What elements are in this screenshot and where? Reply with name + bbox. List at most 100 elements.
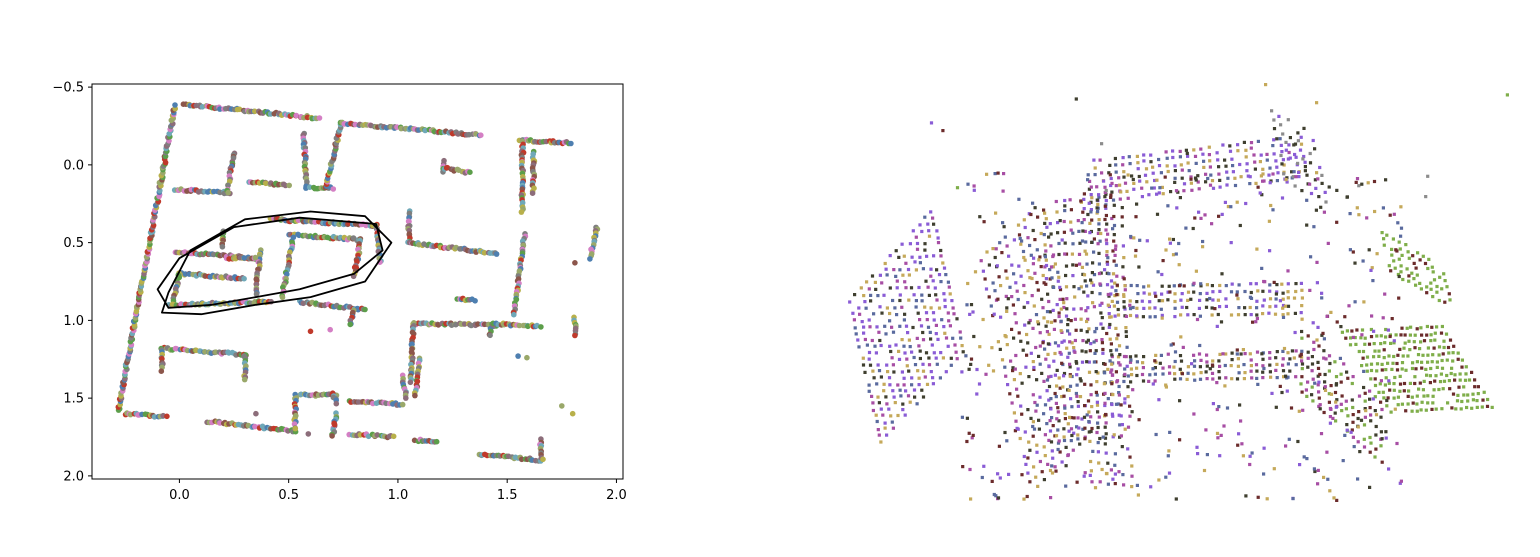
cloud-point <box>1096 425 1100 430</box>
cloud-point <box>1256 185 1260 189</box>
cloud-point <box>1270 391 1274 395</box>
cloud-point <box>1343 315 1347 319</box>
cloud-point <box>1438 380 1443 384</box>
cloud-point <box>1049 320 1054 324</box>
cloud-point <box>1328 415 1332 419</box>
cloud-point <box>1309 255 1313 259</box>
cloud-point <box>1380 368 1384 372</box>
cloud-point <box>1100 142 1104 146</box>
cloud-point <box>1274 292 1278 296</box>
cloud-point <box>1274 405 1278 409</box>
cloud-point <box>1390 367 1394 371</box>
cloud-point <box>1059 307 1063 311</box>
cloud-point <box>935 362 939 366</box>
cloud-point <box>1387 354 1391 358</box>
cloud-point <box>1047 299 1051 304</box>
cloud-point <box>907 338 911 342</box>
cloud-point <box>1089 429 1093 434</box>
cloud-point <box>1278 299 1282 303</box>
cloud-point <box>1275 179 1279 183</box>
cloud-point <box>1173 377 1177 381</box>
cloud-point <box>1069 208 1073 212</box>
cloud-point <box>1063 252 1067 256</box>
cloud-point <box>1208 183 1213 187</box>
cloud-point <box>1359 336 1363 340</box>
cloud-point <box>1107 171 1111 175</box>
cloud-point <box>1142 306 1146 310</box>
cloud-point <box>1178 367 1182 371</box>
cloud-point <box>1122 294 1126 298</box>
cloud-point <box>1398 481 1402 485</box>
cloud-point <box>1275 376 1279 380</box>
cloud-point <box>1403 333 1407 337</box>
cloud-point <box>1052 285 1056 289</box>
cloud-point <box>876 363 880 367</box>
cloud-point <box>1341 459 1345 463</box>
cloud-point <box>1114 326 1118 330</box>
cloud-point <box>1086 294 1090 298</box>
cloud-point <box>1490 405 1494 409</box>
cloud-point <box>1199 371 1203 375</box>
cloud-point <box>1090 218 1094 222</box>
cloud-point <box>1198 298 1202 302</box>
cloud-point <box>1082 415 1087 419</box>
cloud-point <box>1350 428 1354 432</box>
cloud-point <box>1082 290 1086 294</box>
cloud-point <box>1000 251 1004 255</box>
cloud-point <box>1318 372 1322 376</box>
data-point <box>253 410 259 417</box>
cloud-point <box>1272 138 1276 142</box>
cloud-point <box>1271 144 1275 148</box>
cloud-point <box>1071 274 1075 278</box>
cloud-point <box>1064 285 1069 289</box>
cloud-point <box>1164 248 1168 252</box>
cloud-point <box>1113 247 1118 251</box>
cloud-point <box>1312 467 1316 471</box>
cloud-point <box>1289 406 1294 410</box>
cloud-point <box>1079 328 1083 332</box>
cloud-point <box>936 241 941 245</box>
cloud-point <box>912 293 916 297</box>
cloud-point <box>1363 336 1367 340</box>
cloud-point <box>1410 409 1414 413</box>
cloud-point <box>1155 192 1159 196</box>
cloud-point <box>1043 255 1047 259</box>
cloud-point <box>1069 427 1074 431</box>
cloud-point <box>870 274 875 278</box>
cloud-point <box>1282 172 1286 176</box>
cloud-point <box>1327 392 1331 396</box>
cloud-point <box>943 331 947 335</box>
cloud-point <box>1141 379 1146 383</box>
cloud-point <box>1005 439 1009 443</box>
cloud-point <box>1218 454 1222 458</box>
cloud-point <box>1448 298 1452 302</box>
cloud-point <box>1368 435 1372 440</box>
cloud-point <box>1384 178 1388 182</box>
cloud-point <box>1020 381 1024 385</box>
cloud-point <box>989 304 993 308</box>
cloud-point <box>1149 153 1153 157</box>
cloud-point <box>1261 179 1265 183</box>
cloud-point <box>1339 402 1343 406</box>
cloud-point <box>1114 370 1118 374</box>
cloud-point <box>1128 414 1132 418</box>
cloud-point <box>1363 415 1367 419</box>
cloud-point <box>1202 468 1207 473</box>
cloud-point <box>1387 467 1391 471</box>
cloud-point <box>929 274 933 278</box>
cloud-point <box>1346 414 1350 418</box>
cloud-point <box>1242 140 1246 144</box>
cloud-point <box>1251 320 1255 324</box>
cloud-point <box>1249 364 1253 368</box>
cloud-point <box>1024 365 1028 369</box>
cloud-point <box>1441 352 1445 356</box>
cloud-point <box>1456 393 1460 397</box>
cloud-point <box>1007 472 1011 476</box>
cloud-point <box>1055 384 1059 388</box>
cloud-point <box>927 363 932 367</box>
cloud-point <box>1088 473 1092 477</box>
cloud-point <box>1205 353 1209 357</box>
cloud-point <box>1407 389 1411 393</box>
cloud-point <box>1261 370 1265 374</box>
cloud-point <box>1298 463 1302 467</box>
